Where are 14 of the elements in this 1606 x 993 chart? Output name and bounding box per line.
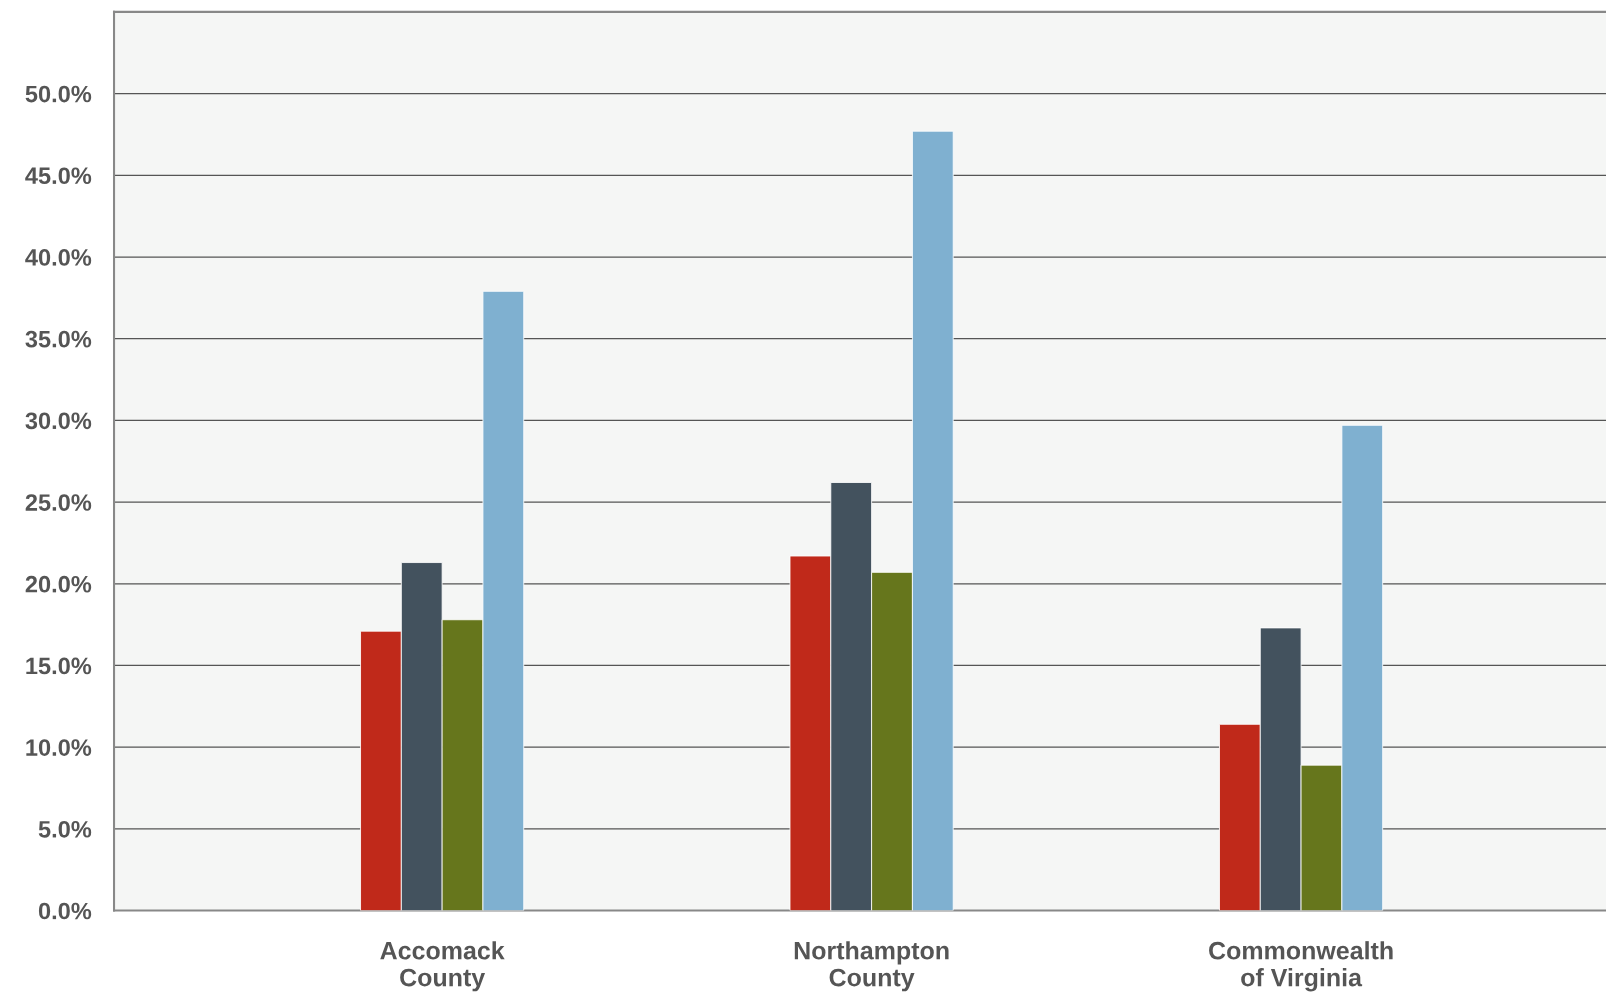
- y-tick-label: 50.0%: [25, 85, 92, 103]
- x-tick-label: Accomack County: [380, 941, 505, 992]
- y-tick-label: 30.0%: [25, 412, 92, 430]
- y-tick-label: 40.0%: [25, 249, 92, 266]
- x-tick-label: Commonwealth of Virginia: [1209, 941, 1393, 992]
- y-tick-label: 25.0%: [25, 494, 92, 511]
- y-tick-label: 5.0%: [38, 820, 92, 838]
- y-tick-label: 15.0%: [26, 657, 92, 675]
- y-tick-label: 20.0%: [25, 575, 92, 593]
- y-tick-label: 10.0%: [26, 739, 92, 756]
- y-tick-label: 45.0%: [25, 167, 92, 185]
- y-tick-label: 0.0%: [38, 902, 92, 920]
- x-tick-label: Northampton County: [794, 941, 949, 992]
- y-tick-label: 35.0%: [25, 330, 92, 348]
